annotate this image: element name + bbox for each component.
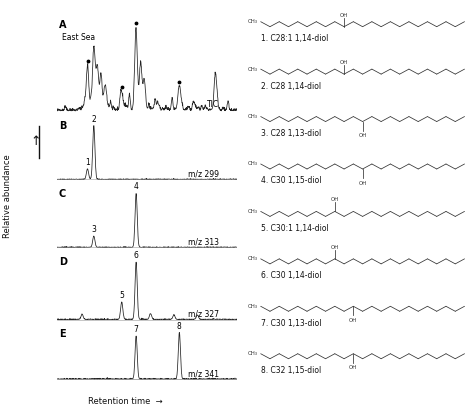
Text: D: D [59, 257, 67, 267]
Text: C: C [59, 189, 66, 199]
Text: OH: OH [358, 133, 367, 138]
Text: 8: 8 [177, 322, 182, 331]
Text: CH₃: CH₃ [248, 256, 258, 261]
Text: 1: 1 [85, 158, 90, 167]
Text: OH: OH [331, 197, 339, 202]
Text: 4. C30 1,15-diol: 4. C30 1,15-diol [261, 176, 321, 186]
Text: 3. C28 1,13-diol: 3. C28 1,13-diol [261, 129, 321, 138]
Text: OH: OH [349, 318, 357, 323]
Text: OH: OH [349, 365, 357, 370]
Text: m/z 327: m/z 327 [188, 309, 219, 319]
Text: 2: 2 [91, 116, 96, 124]
Text: OH: OH [340, 60, 348, 65]
Text: OH: OH [340, 13, 348, 18]
Text: CH₃: CH₃ [248, 304, 258, 309]
Text: 4: 4 [134, 183, 138, 191]
Text: 2. C28 1,14-diol: 2. C28 1,14-diol [261, 82, 321, 90]
Text: CH₃: CH₃ [248, 67, 258, 72]
Text: 8. C32 1,15-diol: 8. C32 1,15-diol [261, 366, 321, 375]
Text: CH₃: CH₃ [248, 19, 258, 24]
Text: 3: 3 [91, 225, 96, 234]
Text: m/z 299: m/z 299 [188, 170, 219, 178]
Text: OH: OH [358, 181, 367, 186]
Text: 5. C30:1 1,14-diol: 5. C30:1 1,14-diol [261, 224, 328, 233]
Text: B: B [59, 121, 66, 131]
Text: m/z 313: m/z 313 [188, 238, 219, 246]
Text: CH₃: CH₃ [248, 161, 258, 166]
Text: CH₃: CH₃ [248, 209, 258, 214]
Text: 5: 5 [119, 291, 124, 300]
Text: ↑: ↑ [30, 135, 41, 148]
Text: 7. C30 1,13-diol: 7. C30 1,13-diol [261, 319, 321, 328]
Text: Retention time  →: Retention time → [88, 397, 163, 406]
Text: A: A [59, 20, 66, 30]
Text: CH₃: CH₃ [248, 351, 258, 356]
Text: East Sea: East Sea [62, 33, 95, 42]
Text: Relative abundance: Relative abundance [3, 155, 11, 238]
Text: m/z 341: m/z 341 [188, 370, 219, 379]
Text: 6. C30 1,14-diol: 6. C30 1,14-diol [261, 271, 321, 280]
Text: 1. C28:1 1,14-diol: 1. C28:1 1,14-diol [261, 34, 328, 43]
Text: CH₃: CH₃ [248, 114, 258, 119]
Text: OH: OH [331, 245, 339, 250]
Text: 6: 6 [134, 251, 138, 260]
Text: E: E [59, 329, 65, 339]
Text: TIC: TIC [207, 100, 219, 108]
Text: 7: 7 [134, 325, 138, 334]
